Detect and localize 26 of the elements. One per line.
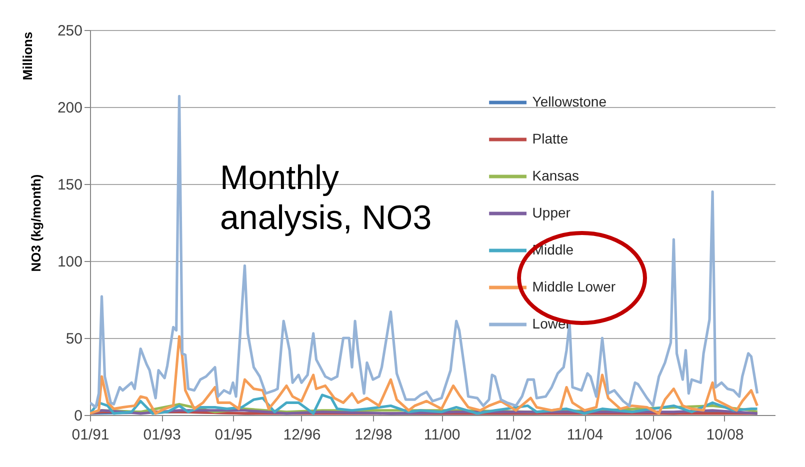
x-tick-label: 10/08 xyxy=(706,426,744,444)
legend-label: Middle Lower xyxy=(532,278,616,294)
x-tick-label: 01/91 xyxy=(72,426,110,444)
x-tick-label: 11/02 xyxy=(495,426,532,444)
x-tick-label: 01/95 xyxy=(214,426,252,444)
legend-label: Platte xyxy=(532,130,568,146)
legend-label: Upper xyxy=(532,204,571,220)
line-series xyxy=(90,94,759,409)
y-tick-label: 150 xyxy=(57,176,82,194)
line-series xyxy=(90,335,759,415)
legend-label: Yellowstone xyxy=(532,94,607,110)
annotation: Monthly analysis, NO3 xyxy=(220,158,433,238)
y-tick-label: 250 xyxy=(57,22,82,40)
x-tick-label: 12/98 xyxy=(354,426,392,444)
text: Millions xyxy=(20,32,35,80)
x-tick-label: 12/96 xyxy=(283,426,321,444)
x-tick-label: 11/00 xyxy=(424,426,460,444)
x-tick-label: 10/06 xyxy=(634,426,672,444)
x-tick-label: 01/93 xyxy=(143,426,181,444)
x-tick-label: 11/04 xyxy=(566,426,604,444)
y-tick-label: 100 xyxy=(57,254,82,270)
legend-label: Kansas xyxy=(532,168,580,184)
y-tick-label: 0 xyxy=(74,408,82,424)
y-tick-label: 50 xyxy=(66,330,82,348)
y-axis-title: NO3 (kg/month) xyxy=(28,174,44,272)
y-tick-label: 200 xyxy=(57,100,82,116)
